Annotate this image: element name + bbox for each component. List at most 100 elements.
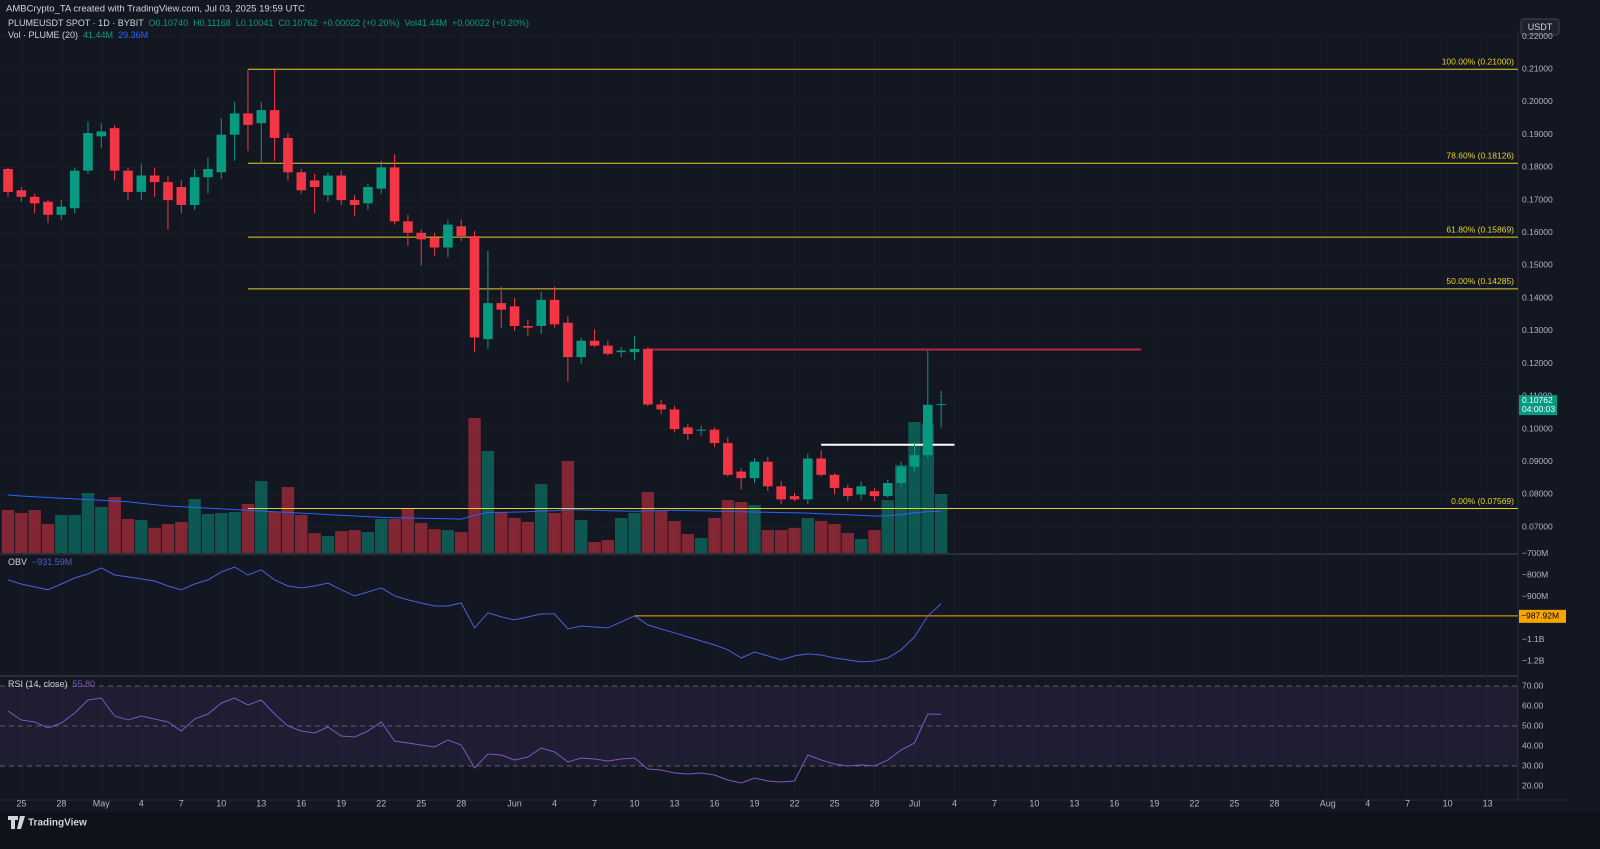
indicator-value: −931.59M <box>32 557 72 567</box>
x-tick-label: 16 <box>710 798 720 808</box>
y-tick-label: 0.14000 <box>1522 292 1553 302</box>
x-tick-label: 7 <box>179 798 184 808</box>
volume-bar <box>748 505 761 553</box>
candle-body <box>296 172 307 191</box>
x-tick-label: 13 <box>1069 798 1079 808</box>
indicator-name: OBV <box>8 557 27 567</box>
volume-bar <box>681 534 695 553</box>
indicator-line <box>7 697 942 784</box>
x-tick-label: Jul <box>909 798 921 808</box>
volume-bar <box>55 514 68 553</box>
y-tick-label: 0.21000 <box>1522 63 1553 73</box>
candle-body <box>483 303 493 340</box>
volume-bar <box>654 510 668 553</box>
candle-body <box>736 471 746 479</box>
candle-body <box>723 443 733 475</box>
volume-bar <box>881 500 895 553</box>
legend-vol: Vol41.44M <box>404 18 447 28</box>
candle-body <box>3 169 13 192</box>
y-tick-label: 0.09000 <box>1522 456 1553 466</box>
y-tick-label: 40.00 <box>1522 740 1544 750</box>
candle-body <box>803 458 813 500</box>
candle-body <box>816 458 826 475</box>
volume-bar <box>215 512 228 553</box>
volume-bar <box>614 517 628 553</box>
indicator-line <box>7 566 942 663</box>
obv-level-box <box>1519 609 1566 623</box>
x-tick-label: 19 <box>1149 798 1159 808</box>
x-tick-label: 10 <box>1443 798 1453 808</box>
x-tick-label: 22 <box>789 798 799 808</box>
volume-bar <box>41 523 55 553</box>
volume-bar <box>814 520 828 553</box>
indicator-legend: OBV −931.59M <box>8 557 72 567</box>
volume-bar <box>468 418 481 553</box>
candle-body <box>563 322 573 358</box>
candle-body <box>416 232 427 240</box>
volume-bar <box>588 542 601 553</box>
legend: PLUMEUSDT SPOT · 1D · BYBIT O0.10740 H0.11… <box>8 18 529 28</box>
volume-bar <box>361 532 375 553</box>
volume-ma-line <box>7 494 942 520</box>
y-tick-label: 0.10000 <box>1522 423 1553 433</box>
x-tick-label: 28 <box>1269 798 1279 808</box>
candle-body <box>96 131 107 137</box>
candle-body <box>123 170 133 192</box>
volume-bar <box>1 509 15 553</box>
y-tick-label: −1.1B <box>1522 634 1545 644</box>
volume-bar <box>81 493 95 553</box>
candle-body <box>389 167 400 222</box>
candle-body <box>149 175 160 183</box>
volume-bar <box>521 521 535 553</box>
candle-body <box>603 345 613 354</box>
volume-bar <box>628 512 641 553</box>
candle-body <box>496 303 507 310</box>
fib-label: 61.80% (0.15869) <box>1446 224 1514 234</box>
volume-bar <box>668 520 681 553</box>
x-tick-label: 19 <box>336 798 346 808</box>
volume-bar <box>175 521 188 553</box>
candle-body <box>936 404 946 406</box>
x-tick-label: 22 <box>376 798 386 808</box>
indicator-name: RSI (14, close) <box>8 679 68 689</box>
x-tick-label: 7 <box>592 798 597 808</box>
fib-label: 100.00% (0.21000) <box>1442 56 1514 66</box>
legend-ohlc: O0.10740 <box>149 18 189 28</box>
indicator-legend: RSI (14, close) 55.80 <box>8 679 95 689</box>
x-tick-label: 25 <box>1229 798 1239 808</box>
candle-body <box>643 348 653 405</box>
candle-body <box>469 236 480 338</box>
candle-body <box>856 486 866 495</box>
x-tick-label: 19 <box>749 798 759 808</box>
x-tick-label: 25 <box>829 798 839 808</box>
x-tick-label: May <box>93 798 111 808</box>
volume-bar <box>95 507 108 553</box>
candle-body <box>83 133 93 171</box>
volume-bar <box>788 527 801 553</box>
volume-bar <box>721 500 735 553</box>
legend-ohlc: C0.10762 <box>278 18 317 28</box>
candle-body <box>576 340 587 358</box>
candle-body <box>656 404 666 410</box>
volume-bar <box>135 519 148 553</box>
candle-body <box>456 226 467 237</box>
y-tick-label: 0.13000 <box>1522 325 1553 335</box>
candle-body <box>549 299 560 325</box>
y-tick-label: 0.12000 <box>1522 358 1553 368</box>
candle-body <box>403 221 413 233</box>
y-tick-label: 0.17000 <box>1522 194 1553 204</box>
candle-body <box>443 224 453 248</box>
unit-box <box>1520 18 1560 36</box>
x-tick-label: 16 <box>296 798 306 808</box>
volume-bar <box>575 519 588 553</box>
candle-body <box>349 200 360 205</box>
volume-legend: Vol · PLUME (20) 41.44M 29.36M <box>8 30 148 40</box>
x-tick-label: 10 <box>630 798 640 808</box>
volume-bar <box>708 517 721 553</box>
volume-bar <box>28 509 41 553</box>
price-label-box <box>1519 395 1557 416</box>
candle-body <box>763 461 773 487</box>
brand-logo <box>8 816 25 829</box>
volume-bar <box>308 533 321 553</box>
